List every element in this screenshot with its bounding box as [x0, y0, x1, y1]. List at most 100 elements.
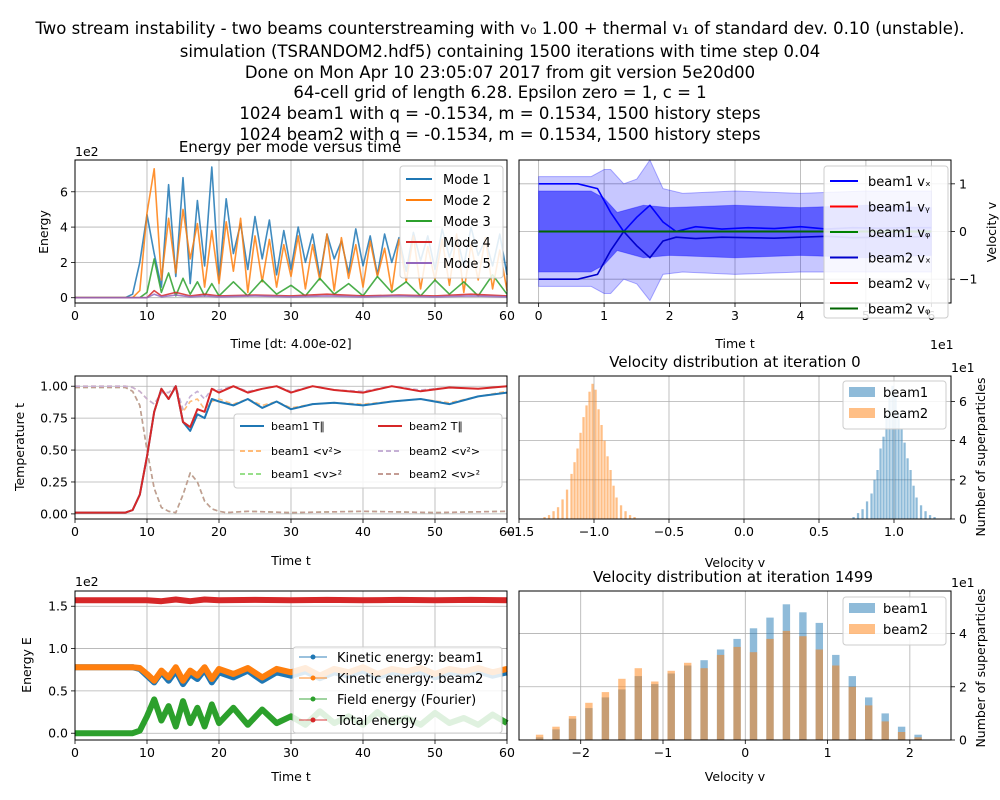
histogram-bar-beam1 [903, 442, 906, 519]
legend-label: beam2 [883, 407, 928, 422]
x-tick-label: 0.0 [734, 524, 754, 539]
legend-label: beam2 vᵩ [868, 303, 930, 318]
histogram-bar-beam2 [601, 692, 610, 740]
histogram-bar-beam1 [894, 393, 897, 519]
histogram-bar-beam2 [619, 505, 623, 519]
x-tick-label: −2 [571, 745, 589, 760]
histogram-bar-beam1 [885, 415, 888, 519]
x-axis-label: Time t [714, 336, 755, 351]
y-axis-label: Number of superparticles [973, 588, 988, 747]
y-tick-label: 4 [60, 220, 68, 235]
histogram-bar-beam1 [897, 413, 900, 519]
y-tick-label: 0.00 [40, 506, 68, 521]
legend-label: beam2 vᵧ [868, 277, 930, 292]
x-tick-label: 0 [71, 745, 79, 760]
histogram-bar-beam2 [591, 383, 594, 519]
y-tick-label: 0 [959, 733, 967, 748]
velocity-distribution-iteration-0-plot: −1.5 −1.0 −0.5 0.0 0.5 1.0 0 2 4 6 Velocity distri… [504, 353, 988, 570]
x-tick-label: 50 [427, 524, 443, 539]
plot-frame [518, 159, 952, 304]
histogram-bar-beam2 [733, 646, 741, 740]
y-tick-label: 2 [959, 472, 967, 487]
histogram-bar-beam1 [852, 517, 855, 519]
histogram-bar-beam2 [618, 678, 626, 740]
x-tick-label: 40 [355, 745, 371, 760]
histogram-bar-beam2 [667, 670, 675, 740]
x-axis-label: Velocity v [705, 769, 766, 784]
histogram-bar-beam2 [914, 737, 922, 740]
chart-title: Velocity distribution at iteration 1499 [593, 568, 873, 586]
y-scale-label: 1e2 [75, 144, 99, 159]
histogram-bar-beam1 [876, 470, 879, 519]
x-tick-label: 0 [71, 308, 79, 323]
x-tick-label: 40 [355, 308, 371, 323]
histogram-bar-beam2 [585, 405, 588, 519]
legend-label: beam1 [883, 386, 928, 401]
histogram-bar-beam2 [634, 668, 642, 740]
x-tick-label: 40 [355, 524, 371, 539]
chart-title: Velocity distribution at iteration 0 [609, 353, 860, 371]
legend-label: beam1 vᵧ [868, 201, 930, 216]
histogram-bar-beam2 [815, 649, 823, 740]
legend-label: beam2 [883, 623, 928, 638]
x-tick-label: 2 [906, 745, 914, 760]
histogram-bar-beam2 [633, 517, 636, 519]
x-tick-label: 10 [139, 524, 155, 539]
y-tick-label: 0.0 [48, 726, 68, 741]
histogram-bar-beam2 [547, 515, 551, 519]
histogram-bar-beam1 [909, 470, 912, 519]
legend-label: beam2 T∥ [409, 420, 463, 433]
y-scale-label: 1e2 [75, 574, 99, 589]
histogram-bar-beam2 [597, 409, 600, 519]
x-tick-label: 30 [283, 524, 299, 539]
legend-swatch [849, 624, 875, 634]
x-tick-label: 20 [211, 745, 227, 760]
histogram-bar-beam2 [561, 499, 564, 519]
legend-swatch [849, 408, 875, 418]
suptitle-line-2: simulation (TSRANDOM2.hdf5) containing 1… [180, 42, 821, 61]
y-tick-label: 4 [959, 626, 967, 641]
x-tick-label: 60 [499, 745, 515, 760]
histogram-bar-beam1 [873, 479, 876, 519]
histogram-bar-beam2 [799, 636, 807, 740]
histogram-bar-beam2 [848, 686, 856, 740]
histogram-bar-beam1 [900, 428, 903, 519]
plot-frame [518, 375, 952, 520]
histogram-bar-beam2 [700, 668, 708, 740]
energy-total-plot: 0 10 20 30 40 50 60 0.0 0.5 1.0 1.5 Time t Energy E 1… [19, 574, 515, 784]
histogram-bar-beam1 [915, 497, 918, 519]
y-scale-label: 1e1 [951, 575, 975, 590]
y-tick-label: 0.50 [40, 443, 68, 458]
y-axis-label: Number of superparticles [973, 377, 988, 536]
histogram-bar-beam2 [628, 515, 632, 519]
plot-frame [74, 159, 508, 304]
x-tick-label: 60 [499, 524, 515, 539]
y-axis-label: Energy E [19, 637, 34, 693]
series-line-total-energy [75, 596, 508, 605]
suptitle-line-5: 1024 beam1 with q = -0.1534, m = 0.1534,… [239, 104, 760, 123]
histogram-bar-beam2 [556, 507, 560, 519]
x-tick-label: 30 [283, 745, 299, 760]
legend-label: Kinetic energy: beam2 [337, 672, 483, 687]
y-tick-label: 1.0 [48, 641, 68, 656]
histogram-bar-beam2 [603, 440, 606, 519]
y-tick-label: 1 [959, 176, 967, 191]
x-tick-label: 4 [796, 308, 804, 323]
legend-box [233, 413, 503, 489]
legend-swatch [849, 387, 875, 397]
x-tick-label: 30 [283, 308, 299, 323]
histogram-bar-beam2 [606, 456, 609, 519]
histogram-bar-beam2 [565, 489, 569, 519]
histogram-bar-beam2 [651, 681, 659, 740]
legend-marker [310, 696, 316, 702]
histogram-bar-beam1 [906, 458, 909, 519]
histogram-bar-beam1 [891, 385, 894, 519]
histogram-bar-beam1 [912, 485, 915, 519]
x-tick-label: 10 [139, 308, 155, 323]
energy-per-mode-plot: 0 10 20 30 40 50 60 0 2 4 6 Energy per mode versus … [36, 138, 515, 351]
y-tick-label: 2 [60, 255, 68, 270]
y-tick-label: 1.00 [40, 379, 68, 394]
y-tick-label: 0.25 [40, 474, 68, 489]
